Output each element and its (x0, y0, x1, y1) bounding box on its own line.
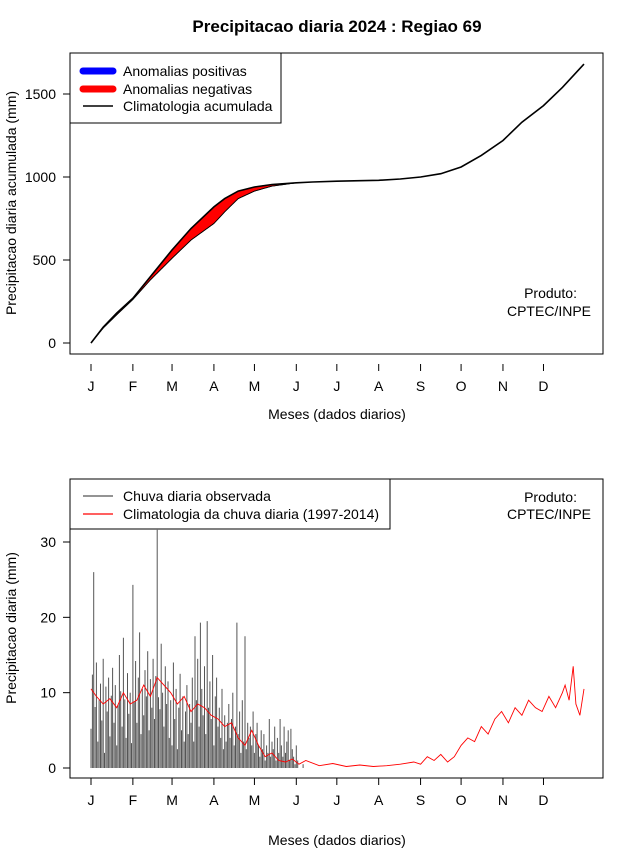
x-tick-label: S (416, 792, 425, 808)
x-tick-label: M (166, 792, 178, 808)
y-tick-label: 30 (40, 534, 56, 550)
x-tick-label: J (293, 378, 300, 394)
anomaly-area (90, 182, 297, 344)
y-tick-label: 500 (33, 252, 57, 268)
legend-label-climatology: Climatologia acumulada (123, 98, 273, 114)
y-axis-label: Precipitacao diaria acumulada (mm) (3, 91, 19, 315)
y-axis-label: Precipitacao diaria (mm) (3, 552, 19, 704)
legend-label-observed: Chuva diaria observada (123, 488, 271, 504)
x-tick-label: M (166, 378, 178, 394)
x-tick-label: A (374, 378, 384, 394)
y-tick-label: 1500 (25, 86, 56, 102)
x-tick-label: J (333, 378, 340, 394)
product-label: Produto: (524, 285, 577, 301)
cumulative-chart: Precipitacao diaria 2024 : Regiao 69 0 50… (3, 17, 604, 422)
plot-frame (69, 52, 604, 355)
x-tick-label: M (249, 792, 261, 808)
x-tick-label: F (129, 378, 138, 394)
x-tick-label: O (456, 792, 467, 808)
legend-label-negative: Anomalias negativas (123, 81, 252, 97)
legend-box (69, 478, 391, 530)
x-tick-label: D (538, 378, 548, 394)
climatology-cumulative-line (90, 63, 585, 344)
daily-chart: 0 10 20 30 J F M A M J J A S O N D Precipitacao diaria… (3, 478, 604, 848)
y-axis: 0 500 1000 1500 (25, 86, 70, 351)
y-tick-label: 1000 (25, 169, 56, 185)
x-tick-label: A (209, 792, 219, 808)
x-tick-label: A (374, 792, 384, 808)
legend-label-positive: Anomalias positivas (123, 63, 247, 79)
product-org: CPTEC/INPE (507, 303, 591, 319)
observed-bars (90, 529, 304, 768)
legend: Chuva diaria observada Climatologia da c… (69, 478, 391, 530)
x-tick-label: M (249, 378, 261, 394)
x-tick-label: N (498, 792, 508, 808)
x-tick-label: O (456, 378, 467, 394)
y-tick-label: 20 (40, 609, 56, 625)
x-tick-label: A (209, 378, 219, 394)
x-tick-label: F (129, 792, 138, 808)
x-axis-label: Meses (dados diarios) (268, 832, 406, 848)
y-tick-label: 0 (48, 335, 56, 351)
y-tick-label: 0 (48, 760, 56, 776)
x-tick-label: S (416, 378, 425, 394)
chart-title: Precipitacao diaria 2024 : Regiao 69 (192, 17, 481, 36)
y-axis: 0 10 20 30 (40, 534, 70, 776)
legend-label-climatology: Climatologia da chuva diaria (1997-2014) (123, 506, 379, 522)
x-axis-label: Meses (dados diarios) (268, 406, 406, 422)
x-tick-label: J (293, 792, 300, 808)
series-lines (90, 63, 585, 344)
observed-cumulative-line (90, 182, 297, 344)
x-tick-label: J (88, 792, 95, 808)
x-tick-label: J (88, 378, 95, 394)
climatology-line (90, 666, 585, 767)
climatology-daily-line (90, 666, 585, 767)
negative-anomaly-area (90, 182, 297, 344)
product-label: Produto: (524, 489, 577, 505)
x-tick-label: J (333, 792, 340, 808)
y-tick-label: 10 (40, 685, 56, 701)
x-tick-label: D (538, 792, 548, 808)
x-tick-label: N (498, 378, 508, 394)
product-org: CPTEC/INPE (507, 506, 591, 522)
legend: Anomalias positivas Anomalias negativas … (69, 52, 282, 124)
